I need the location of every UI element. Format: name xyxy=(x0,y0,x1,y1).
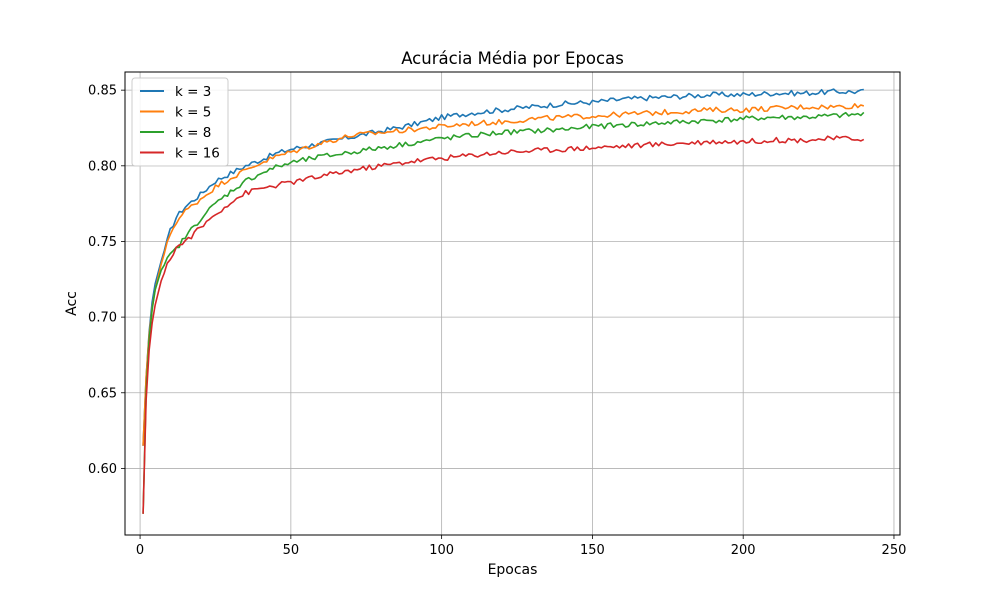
y-tick-label: 0.75 xyxy=(88,235,117,250)
series-lines xyxy=(142,88,865,514)
x-tick-label: 250 xyxy=(882,543,907,558)
y-axis-label: Acc xyxy=(64,291,80,316)
series-line-4 xyxy=(142,135,865,514)
y-tick-label: 0.70 xyxy=(88,311,117,326)
series-line-1 xyxy=(142,88,864,446)
x-tick-label: 0 xyxy=(136,543,144,558)
legend-label: k = 3 xyxy=(175,84,211,100)
x-tick-label: 50 xyxy=(283,543,300,558)
x-axis-label: Epocas xyxy=(488,562,538,578)
chart-title: Acurácia Média por Epocas xyxy=(401,49,624,68)
grid xyxy=(125,72,900,535)
legend-box xyxy=(131,77,229,167)
y-tick-label: 0.65 xyxy=(88,386,117,401)
series-line-3 xyxy=(142,111,865,514)
x-tick-label: 100 xyxy=(429,543,454,558)
y-tick-label: 0.60 xyxy=(88,462,117,477)
legend-label: k = 8 xyxy=(175,125,211,141)
y-tick-label: 0.80 xyxy=(88,159,117,174)
x-tick-label: 200 xyxy=(731,543,756,558)
legend: k = 3 k = 5 k = 8 k = 16 xyxy=(131,77,229,167)
x-tick-label: 150 xyxy=(580,543,605,558)
series-line-2 xyxy=(142,103,865,446)
plot-frame xyxy=(124,71,901,536)
legend-label: k = 16 xyxy=(175,146,220,162)
y-tick-label: 0.85 xyxy=(88,84,117,99)
axis-ticks: 0 50 100 150 200 250 0.60 0.65 0.70 0.75 0.80 0.85 xyxy=(88,84,906,558)
legend-label: k = 5 xyxy=(175,105,211,121)
